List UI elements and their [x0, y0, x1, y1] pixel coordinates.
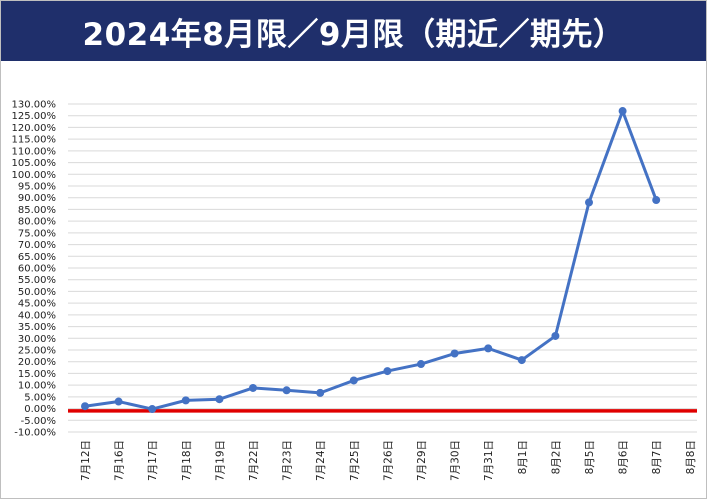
y-tick-label: 5.00% — [24, 392, 56, 403]
y-tick-label: -10.00% — [14, 428, 56, 439]
y-tick-label: 110.00% — [12, 146, 57, 157]
x-tick-label: 7月16日 — [114, 440, 126, 481]
y-tick-label: 75.00% — [18, 228, 56, 239]
y-tick-label: 45.00% — [18, 299, 56, 310]
data-point — [148, 405, 157, 414]
data-point — [383, 367, 392, 376]
y-tick-label: 50.00% — [18, 287, 56, 298]
series-group — [81, 107, 661, 414]
data-point — [349, 376, 358, 385]
y-tick-label: 35.00% — [18, 322, 56, 333]
y-axis-ticks: -10.00%-5.00%0.00%5.00%10.00%15.00%20.00… — [12, 100, 57, 439]
data-point — [215, 395, 224, 404]
x-tick-label: 8月1日 — [517, 440, 529, 474]
data-point — [517, 356, 526, 365]
data-point — [585, 198, 593, 207]
y-tick-label: 10.00% — [18, 381, 56, 392]
x-tick-label: 8月5日 — [584, 440, 596, 474]
y-tick-label: -5.00% — [21, 416, 56, 427]
data-point — [249, 383, 257, 392]
y-tick-label: 40.00% — [18, 310, 56, 321]
y-tick-label: 65.00% — [18, 252, 56, 263]
x-tick-label: 7月30日 — [450, 440, 462, 481]
y-tick-label: 55.00% — [18, 275, 56, 286]
x-tick-label: 8月2日 — [550, 440, 562, 474]
data-point — [484, 344, 493, 353]
y-tick-label: 30.00% — [18, 334, 56, 345]
y-tick-label: 105.00% — [12, 158, 57, 169]
x-tick-label: 7月26日 — [382, 440, 394, 481]
y-tick-label: 80.00% — [18, 217, 56, 228]
x-tick-label: 7月18日 — [181, 440, 193, 481]
y-tick-label: 90.00% — [18, 193, 56, 204]
y-tick-label: 125.00% — [12, 111, 57, 122]
x-tick-label: 7月17日 — [147, 440, 159, 481]
data-point — [114, 397, 123, 406]
y-tick-label: 100.00% — [12, 170, 57, 181]
y-tick-label: 115.00% — [12, 135, 57, 146]
data-point — [316, 388, 325, 397]
x-axis-ticks: 7月12日 7月16日 7月17日 7月18日 7月19日 7月22日 7月23日 7月24日… — [80, 440, 697, 481]
grid-lines — [68, 103, 697, 433]
data-point — [551, 331, 560, 340]
x-tick-label: 7月29日 — [416, 440, 428, 481]
y-tick-label: 70.00% — [18, 240, 56, 251]
x-tick-label: 7月25日 — [349, 440, 361, 481]
data-point — [282, 386, 291, 395]
x-tick-label: 7月19日 — [214, 440, 226, 481]
data-point — [618, 107, 627, 116]
y-tick-label: 120.00% — [12, 123, 57, 134]
y-tick-label: 130.00% — [12, 100, 57, 111]
x-tick-label: 8月7日 — [651, 440, 663, 474]
y-tick-label: 15.00% — [18, 369, 56, 380]
x-tick-label: 7月24日 — [315, 440, 327, 481]
x-tick-label: 7月23日 — [282, 440, 294, 481]
data-point — [417, 360, 425, 369]
x-tick-label: 8月8日 — [685, 440, 697, 474]
title-bar: 2024年8月限／9月限（期近／期先） — [1, 1, 706, 61]
data-point — [450, 349, 459, 358]
y-tick-label: 0.00% — [24, 404, 56, 415]
x-tick-label: 8月6日 — [618, 440, 630, 474]
x-tick-label: 7月31日 — [483, 440, 495, 481]
y-tick-label: 60.00% — [18, 264, 56, 275]
x-tick-label: 7月12日 — [80, 440, 92, 481]
y-tick-label: 85.00% — [18, 205, 56, 216]
series-line — [84, 109, 658, 411]
y-tick-label: 20.00% — [18, 357, 56, 368]
data-point — [81, 402, 89, 411]
y-tick-label: 25.00% — [18, 346, 56, 357]
x-tick-label: 7月22日 — [248, 440, 260, 481]
data-point — [652, 196, 661, 205]
data-point — [181, 396, 190, 405]
chart-title: 2024年8月限／9月限（期近／期先） — [82, 16, 625, 53]
y-tick-label: 95.00% — [18, 182, 56, 193]
